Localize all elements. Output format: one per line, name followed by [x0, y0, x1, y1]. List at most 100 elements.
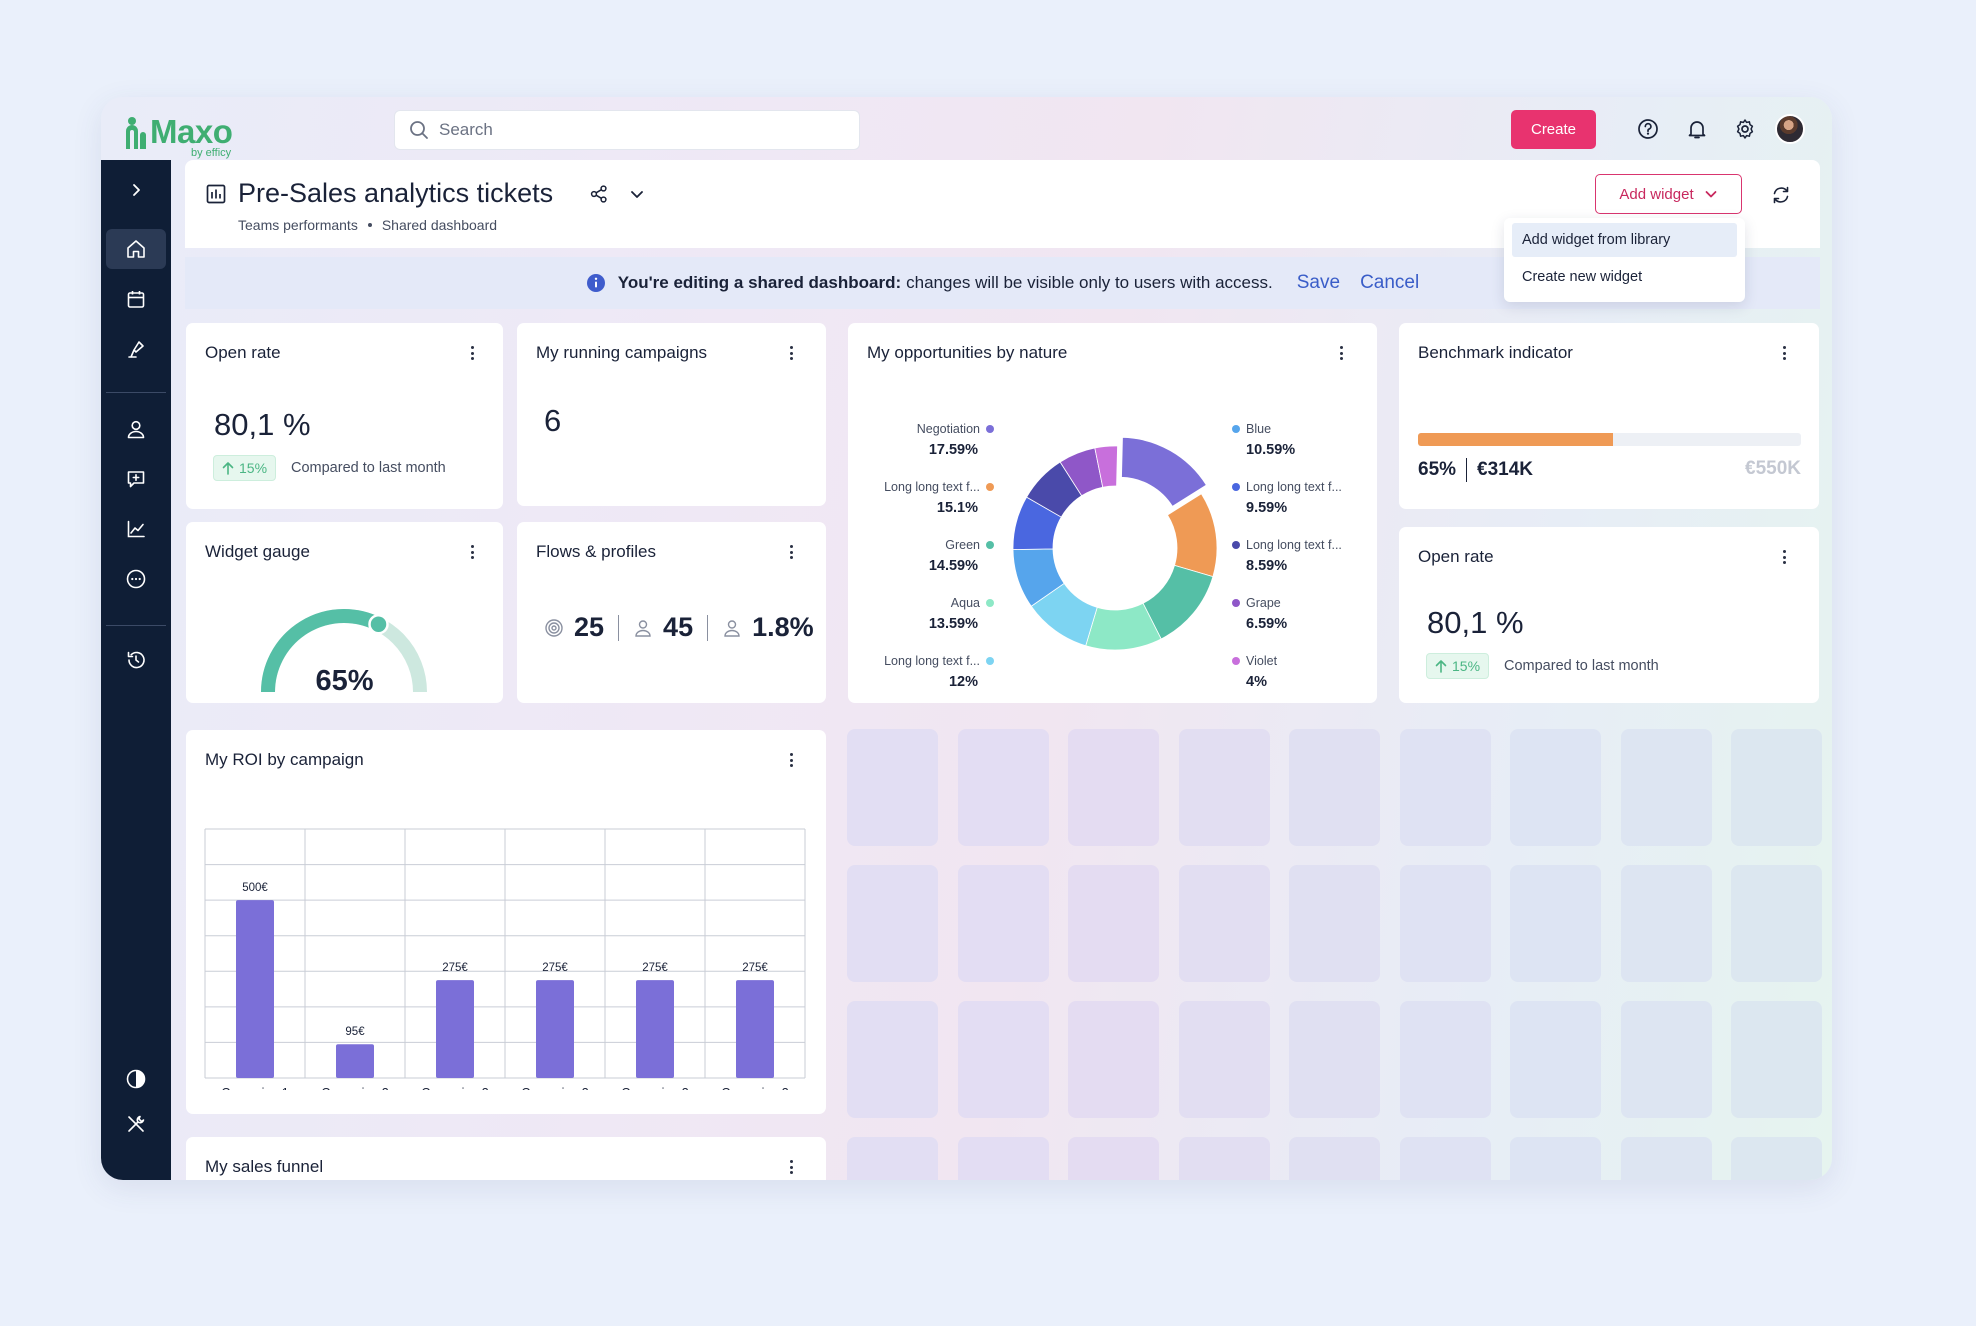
help-icon[interactable] [1634, 115, 1662, 143]
empty-widget-slot[interactable] [1068, 865, 1159, 982]
empty-widget-slot[interactable] [1399, 865, 1491, 982]
roi-bar[interactable] [236, 900, 274, 1078]
empty-widget-slot[interactable] [1068, 729, 1159, 846]
save-button[interactable]: Save [1296, 272, 1341, 293]
empty-widget-slot[interactable] [1178, 1137, 1270, 1180]
empty-widget-slot[interactable] [1620, 1001, 1712, 1118]
empty-widget-slot[interactable] [957, 1137, 1049, 1180]
logo-text: Maxo [150, 113, 233, 150]
sidebar-item-messages[interactable] [106, 459, 166, 499]
widget-menu-kebab-icon[interactable] [787, 343, 795, 363]
widget-open-rate-2[interactable]: Open rate 80,1 % 15% Compared to last mo… [1399, 527, 1819, 703]
empty-widget-slot[interactable] [847, 729, 938, 846]
refresh-icon[interactable] [1770, 184, 1792, 211]
empty-widget-slot[interactable] [1510, 729, 1601, 846]
widget-menu-kebab-icon[interactable] [468, 343, 476, 363]
empty-widget-slot[interactable] [1068, 1137, 1159, 1180]
info-icon [586, 274, 605, 292]
menu-item-create-new-widget[interactable]: Create new widget [1522, 269, 1643, 285]
user-avatar[interactable] [1775, 114, 1805, 144]
empty-widget-slot[interactable] [1289, 865, 1380, 982]
breadcrumb-item[interactable]: Teams performants [238, 217, 358, 233]
widget-open-rate[interactable]: Open rate 80,1 % 15% Compared to last mo… [186, 323, 503, 509]
empty-widget-slot[interactable] [1178, 865, 1270, 982]
legend-value: 10.59% [1246, 442, 1296, 458]
share-icon[interactable] [589, 184, 609, 209]
empty-widget-slot[interactable] [1620, 1137, 1712, 1180]
sidebar-item-home[interactable] [106, 229, 166, 269]
empty-widget-slot[interactable] [1510, 865, 1601, 982]
empty-widget-slot[interactable] [1399, 1137, 1491, 1180]
empty-widget-slot[interactable] [1289, 1137, 1380, 1180]
empty-widget-slot[interactable] [1289, 729, 1380, 846]
bar-data-label: 275€ [642, 962, 668, 974]
logo[interactable]: Maxo by efficy [123, 109, 243, 159]
empty-widget-slot[interactable] [847, 865, 938, 982]
empty-widget-slot[interactable] [1731, 1137, 1822, 1180]
donut-slice[interactable] [1094, 445, 1118, 488]
roi-bar[interactable] [436, 980, 474, 1078]
empty-widget-slot[interactable] [957, 865, 1049, 982]
widget-flows-profiles[interactable]: Flows & profiles 25 45 1.8% [517, 522, 826, 703]
add-widget-button[interactable]: Add widget [1595, 174, 1742, 214]
benchmark-current: €314K [1477, 459, 1534, 480]
roi-bar[interactable] [636, 980, 674, 1078]
title-menu-chevron-down-icon[interactable] [629, 186, 645, 207]
tools-button[interactable] [106, 1104, 166, 1144]
empty-widget-slot[interactable] [1620, 865, 1712, 982]
roi-bar[interactable] [536, 980, 574, 1078]
widget-benchmark-indicator[interactable]: Benchmark indicator 65% €314K €550K [1399, 323, 1819, 509]
empty-widget-slot[interactable] [1178, 729, 1270, 846]
empty-widget-slot[interactable] [1289, 1001, 1380, 1118]
empty-widget-slot[interactable] [1510, 1137, 1601, 1180]
widget-menu-kebab-icon[interactable] [787, 542, 795, 562]
widget-menu-kebab-icon[interactable] [787, 1157, 795, 1177]
empty-widget-slot[interactable] [1510, 1001, 1601, 1118]
widget-menu-kebab-icon[interactable] [468, 542, 476, 562]
empty-widget-slot[interactable] [957, 1001, 1049, 1118]
banner-strong-text: You're editing a shared dashboard: [617, 273, 902, 292]
sidebar-item-more[interactable] [106, 559, 166, 599]
empty-widget-slot[interactable] [1731, 865, 1822, 982]
empty-widget-slot[interactable] [957, 729, 1049, 846]
search-icon [410, 121, 428, 139]
roi-bar[interactable] [336, 1044, 374, 1078]
donut-slice[interactable] [1121, 436, 1207, 507]
widget-opportunities-by-nature[interactable]: My opportunities by nature Negotiation 17… [848, 323, 1377, 703]
bell-icon[interactable] [1683, 115, 1711, 143]
roi-bar[interactable] [736, 980, 774, 1078]
empty-widget-slot[interactable] [1620, 729, 1712, 846]
cancel-button[interactable]: Cancel [1360, 272, 1420, 293]
empty-widget-slot[interactable] [1178, 1001, 1270, 1118]
widget-menu-kebab-icon[interactable] [787, 750, 795, 770]
theme-toggle-button[interactable] [106, 1059, 166, 1099]
widget-menu-kebab-icon[interactable] [1337, 343, 1345, 363]
create-button[interactable]: Create [1511, 110, 1596, 149]
widget-roi-by-campaign[interactable]: My ROI by campaign 500€ Campaign 1 95€ Camp… [186, 730, 826, 1114]
donut-slice[interactable] [1166, 493, 1218, 578]
sidebar-item-calendar[interactable] [106, 279, 166, 319]
widget-menu-kebab-icon[interactable] [1780, 547, 1788, 567]
sidebar-item-contacts[interactable] [106, 409, 166, 449]
empty-widget-slot[interactable] [1731, 1001, 1822, 1118]
search-input[interactable] [439, 120, 819, 140]
empty-widget-slot[interactable] [847, 1137, 938, 1180]
widget-menu-kebab-icon[interactable] [1780, 343, 1788, 363]
sidebar-item-campaigns[interactable] [106, 329, 166, 369]
search-bar[interactable] [394, 110, 860, 150]
sidebar-expand-button[interactable] [106, 170, 166, 210]
sidebar-item-history[interactable] [106, 640, 166, 680]
empty-widget-slot[interactable] [1399, 1001, 1491, 1118]
widget-running-campaigns[interactable]: My running campaigns 6 [517, 323, 826, 506]
empty-widget-slot[interactable] [1731, 729, 1822, 846]
widget-title: My sales funnel [205, 1157, 324, 1176]
widget-gauge[interactable]: Widget gauge 65% [186, 522, 503, 703]
menu-item-add-from-library[interactable]: Add widget from library [1512, 223, 1737, 257]
widget-sales-funnel[interactable]: My sales funnel [186, 1137, 826, 1180]
breadcrumb-item[interactable]: Shared dashboard [381, 217, 498, 233]
empty-widget-slot[interactable] [1399, 729, 1491, 846]
empty-widget-slot[interactable] [1068, 1001, 1159, 1118]
sidebar-item-analytics[interactable] [106, 509, 166, 549]
empty-widget-slot[interactable] [847, 1001, 938, 1118]
settings-gear-icon[interactable] [1731, 115, 1759, 143]
